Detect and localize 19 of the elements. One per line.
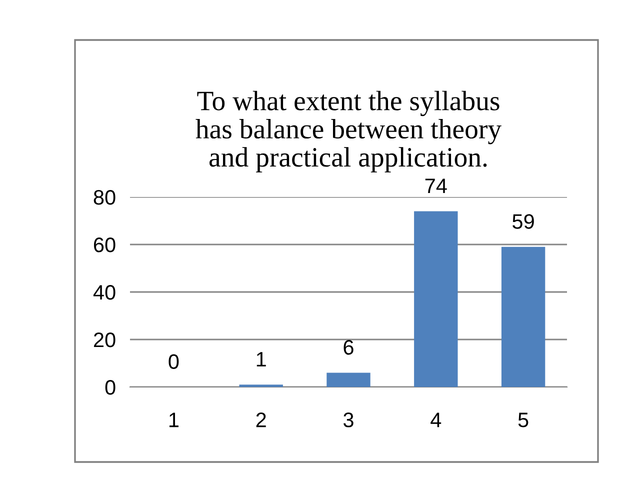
x-tick-label: 5	[518, 412, 528, 428]
x-tick-label: 4	[430, 412, 442, 428]
x-tick-label: 2	[256, 412, 266, 428]
bar	[414, 211, 458, 387]
y-tick-label: 80	[94, 190, 116, 205]
data-label: 59	[512, 214, 534, 229]
bar	[326, 372, 370, 387]
y-tick-label: 0	[105, 380, 116, 395]
y-tick-label: 20	[94, 332, 116, 348]
data-label: 0	[168, 354, 179, 369]
data-label: 74	[425, 178, 447, 194]
x-tick-label: 1	[169, 412, 178, 428]
y-tick-label: 40	[93, 285, 116, 300]
bar	[501, 246, 546, 387]
x-tick-label: 3	[344, 412, 354, 428]
data-label: 1	[256, 352, 266, 366]
y-tick-label: 60	[94, 238, 116, 252]
data-label: 6	[344, 340, 354, 355]
chart-title: To what extent the syllabus has balance between theory and practical application.	[196, 90, 502, 172]
